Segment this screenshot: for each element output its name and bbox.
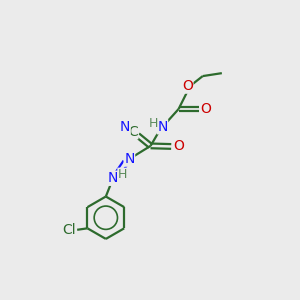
Text: O: O [173, 140, 184, 154]
Text: O: O [200, 102, 211, 116]
Text: H: H [148, 117, 158, 130]
Text: O: O [182, 79, 193, 93]
Text: Cl: Cl [62, 223, 76, 237]
Text: N: N [108, 171, 119, 185]
Text: N: N [157, 120, 168, 134]
Text: H: H [118, 168, 127, 181]
Text: N: N [124, 152, 135, 166]
Text: C: C [128, 125, 138, 139]
Text: N: N [120, 120, 130, 134]
